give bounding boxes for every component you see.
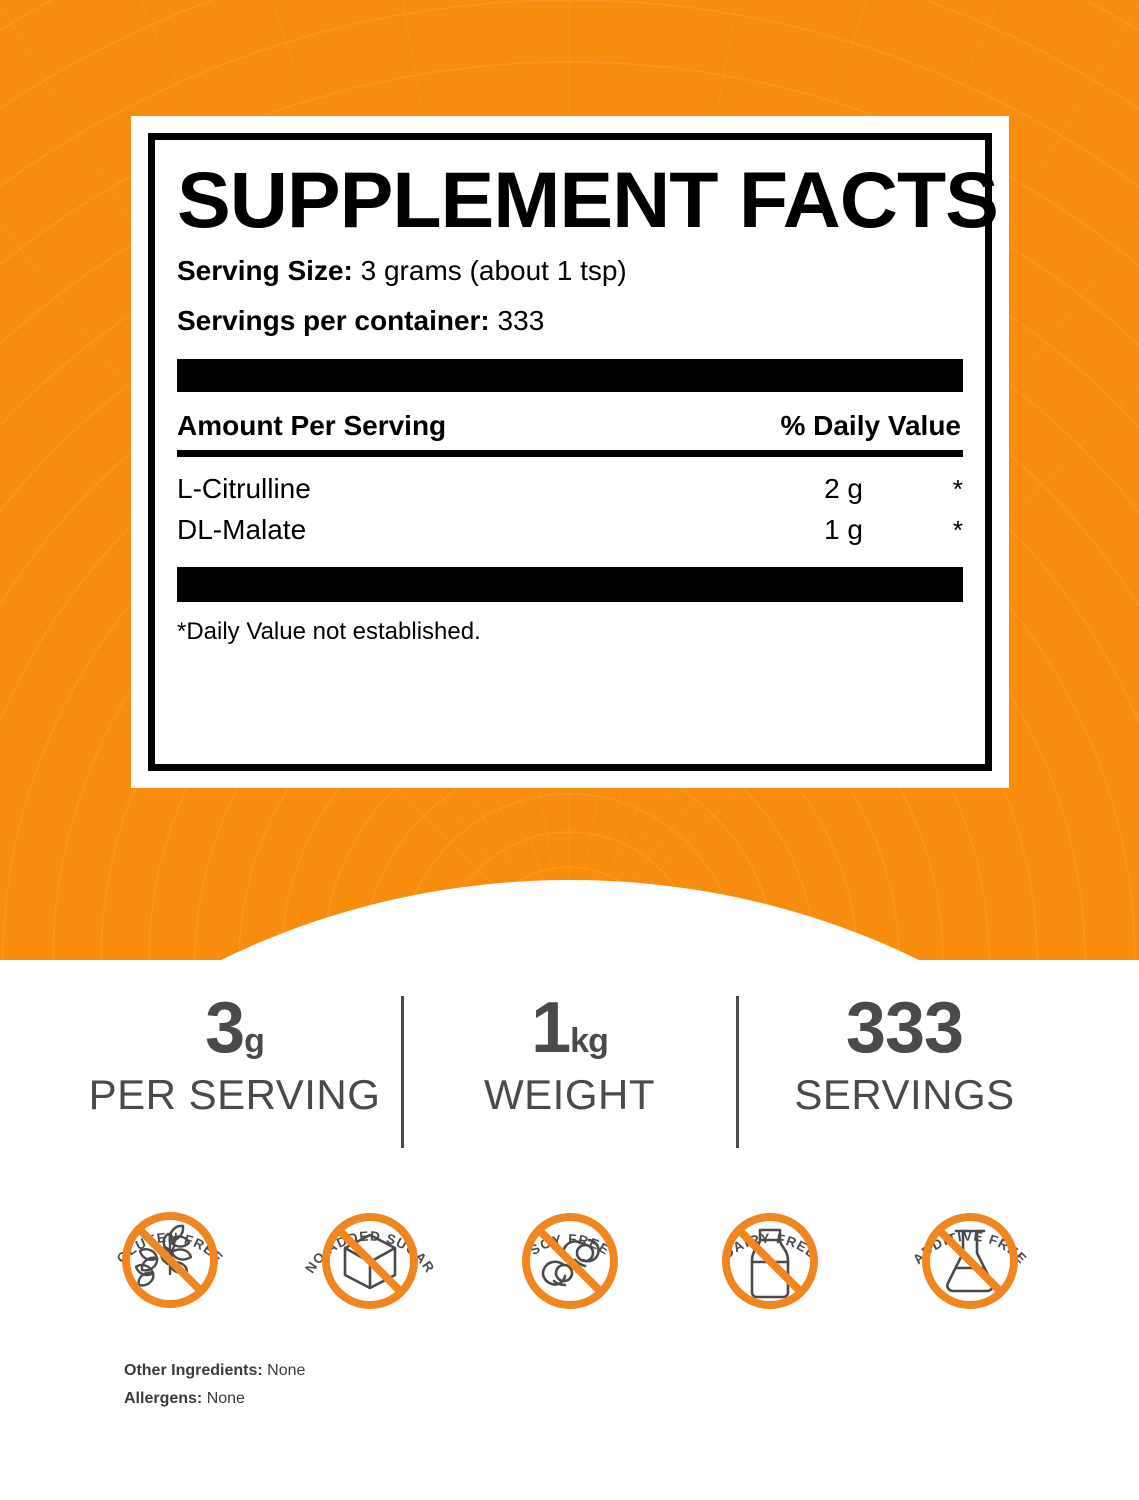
nutrient-name: L-Citrulline xyxy=(177,473,311,505)
stat-value-servings: 333 xyxy=(755,992,1055,1064)
supplement-facts-card: SUPPLEMENT FACTS Serving Size: 3 grams (… xyxy=(131,116,1009,788)
daily-value-header: % Daily Value xyxy=(780,410,961,442)
supplement-facts-border: SUPPLEMENT FACTS Serving Size: 3 grams (… xyxy=(148,133,999,771)
nutrient-daily-value: * xyxy=(952,515,963,546)
servings-per-container-line: Servings per container: 333 xyxy=(177,305,963,337)
stat-number: 1 xyxy=(531,988,571,1068)
footer-notes: Other Ingredients: None Allergens: None xyxy=(124,1357,305,1413)
nutrient-amount: 2 g xyxy=(824,473,863,505)
prohibition-slash xyxy=(535,1227,604,1295)
badge-no-added-sugar: NO ADDED SUGAR xyxy=(290,1178,450,1328)
stat-number: 333 xyxy=(845,988,964,1068)
header-rule-thick xyxy=(177,359,963,393)
prohibition-circle xyxy=(721,1213,818,1309)
stat-divider xyxy=(735,996,739,1148)
stat-label-servings: SERVINGS xyxy=(794,1071,1015,1118)
badge-additive-free: ADDITIVE FREE xyxy=(890,1178,1050,1328)
header-rule-thin xyxy=(177,450,963,458)
nutrition-table-header: Amount Per Serving % Daily Value xyxy=(177,410,963,442)
nutrient-daily-value: * xyxy=(952,474,963,505)
page-title: SUPPLEMENT FACTS xyxy=(177,155,999,244)
allergens-line: Allergens: None xyxy=(124,1385,305,1413)
serving-size-line: Serving Size: 3 grams (about 1 tsp) xyxy=(177,255,963,287)
stat-label-per-serving: PER SERVING xyxy=(88,1071,381,1118)
stat-servings: 333 SERVINGS xyxy=(755,992,1055,1116)
wheat-icon xyxy=(134,1224,192,1287)
stat-unit: g xyxy=(244,1022,265,1060)
servings-per-container-label: Servings per container: xyxy=(177,305,490,337)
prohibition-circle xyxy=(321,1213,418,1309)
stat-per-serving: 3g PER SERVING xyxy=(85,992,385,1116)
stat-number: 3 xyxy=(205,988,245,1068)
stat-unit: kg xyxy=(570,1022,609,1060)
daily-value-footnote: *Daily Value not established. xyxy=(177,618,481,646)
other-ingredients-value: None xyxy=(267,1362,306,1379)
prohibition-slash xyxy=(135,1226,204,1294)
prohibition-circle xyxy=(921,1213,1018,1309)
nutrient-amount: 1 g xyxy=(824,514,863,546)
prohibition-circle xyxy=(121,1212,218,1308)
allergens-value: None xyxy=(206,1390,245,1407)
table-row: DL-Malate 1 g * xyxy=(177,514,963,546)
other-ingredients-line: Other Ingredients: None xyxy=(124,1357,305,1385)
amount-per-serving-header: Amount Per Serving xyxy=(177,410,447,442)
prohibition-circle xyxy=(521,1213,618,1309)
stat-divider xyxy=(400,996,404,1148)
stat-value-per-serving: 3g xyxy=(85,992,385,1064)
nutrient-rows: L-Citrulline 2 g * DL-Malate 1 g * xyxy=(177,473,963,546)
badge-dairy-free: DAIRY FREE xyxy=(690,1178,850,1328)
stat-label-weight: WEIGHT xyxy=(484,1071,655,1118)
badge-gluten-free: GLUTEN FREE xyxy=(90,1178,250,1328)
prohibition-slash xyxy=(935,1227,1004,1295)
nutrient-name: DL-Malate xyxy=(177,514,307,546)
servings-per-container-value: 333 xyxy=(497,305,545,337)
certification-badges: GLUTEN FREE xyxy=(0,1178,1139,1328)
other-ingredients-label: Other Ingredients: xyxy=(124,1362,263,1379)
table-row: L-Citrulline 2 g * xyxy=(177,473,963,505)
product-stats-row: 3g PER SERVING 1kg WEIGHT 333 SERVINGS xyxy=(0,992,1139,1152)
stat-weight: 1kg WEIGHT xyxy=(420,992,720,1116)
badge-soy-free: SOY FREE xyxy=(490,1178,650,1328)
allergens-label: Allergens: xyxy=(124,1390,203,1407)
prohibition-slash xyxy=(335,1227,404,1295)
serving-size-label: Serving Size: xyxy=(177,255,353,287)
prohibition-slash xyxy=(735,1227,804,1295)
stat-value-weight: 1kg xyxy=(420,992,720,1064)
serving-size-value: 3 grams (about 1 tsp) xyxy=(360,255,627,287)
footer-rule-thick xyxy=(177,567,963,603)
